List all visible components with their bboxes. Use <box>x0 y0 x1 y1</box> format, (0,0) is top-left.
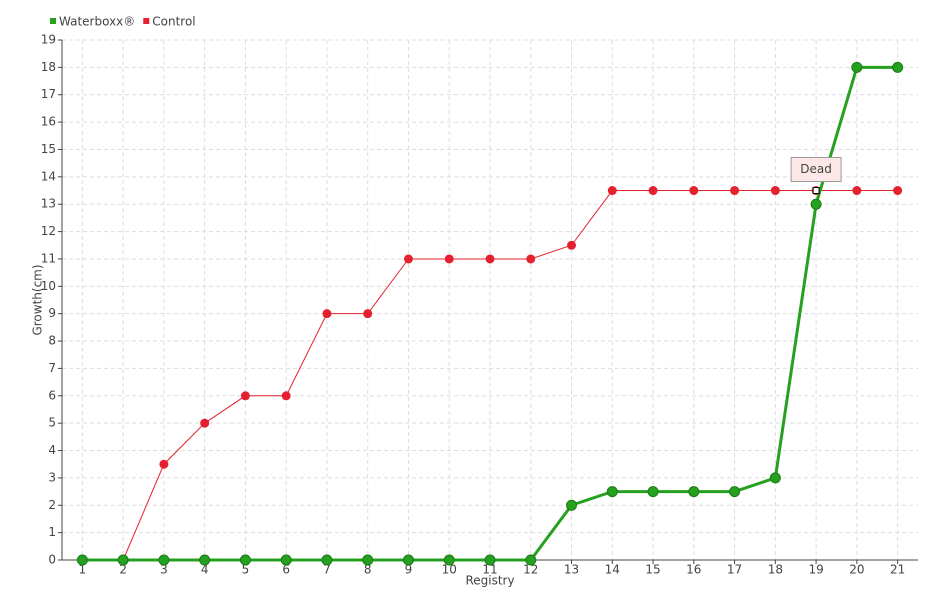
y-axis-label: Growth(cm) <box>31 264 45 335</box>
y-tick-label: 16 <box>41 115 56 129</box>
data-point <box>730 186 740 196</box>
x-tick-label: 19 <box>808 563 823 577</box>
x-tick-label: 1 <box>79 563 87 577</box>
x-tick-label: 12 <box>523 563 538 577</box>
x-tick-label: 6 <box>282 563 290 577</box>
x-tick-label: 21 <box>890 563 905 577</box>
data-point <box>200 418 210 428</box>
data-point <box>892 61 904 73</box>
x-tick-label: 5 <box>242 563 250 577</box>
data-point <box>240 391 250 401</box>
data-point <box>729 486 741 498</box>
x-tick-label: 17 <box>727 563 742 577</box>
y-tick-label: 0 <box>48 553 56 567</box>
x-tick-label: 13 <box>564 563 579 577</box>
annotation-marker <box>812 187 820 195</box>
y-tick-label: 15 <box>41 142 56 156</box>
data-point <box>443 554 455 566</box>
y-tick-label: 8 <box>48 334 56 348</box>
data-point <box>606 486 618 498</box>
y-tick-label: 10 <box>41 279 56 293</box>
data-point <box>485 254 495 264</box>
data-point <box>769 472 781 484</box>
data-point <box>526 254 536 264</box>
y-tick-label: 14 <box>41 169 56 183</box>
x-tick-label: 15 <box>645 563 660 577</box>
x-tick-label: 3 <box>160 563 168 577</box>
data-point <box>648 186 658 196</box>
y-tick-label: 7 <box>48 361 56 375</box>
data-point <box>76 554 88 566</box>
y-tick-label: 13 <box>41 197 56 211</box>
legend-label: Waterboxx® <box>59 15 135 29</box>
x-tick-label: 14 <box>605 563 620 577</box>
annotation-box <box>790 157 842 183</box>
data-point <box>852 186 862 196</box>
y-tick-label: 6 <box>48 388 56 402</box>
x-tick-label: 10 <box>442 563 457 577</box>
x-tick-label: 20 <box>849 563 864 577</box>
y-tick-label: 9 <box>48 306 56 320</box>
data-point <box>647 486 659 498</box>
x-axis-label: Registry <box>465 574 514 588</box>
data-point <box>688 486 700 498</box>
y-tick-label: 2 <box>48 498 56 512</box>
data-point <box>567 240 577 250</box>
y-tick-label: 17 <box>41 87 56 101</box>
data-point <box>158 554 170 566</box>
y-tick-label: 1 <box>48 525 56 539</box>
y-tick-label: 5 <box>48 416 56 430</box>
data-point <box>689 186 699 196</box>
y-tick-label: 18 <box>41 60 56 74</box>
x-tick-label: 2 <box>119 563 127 577</box>
data-point <box>607 186 617 196</box>
legend-swatch <box>143 18 150 24</box>
data-point <box>362 554 374 566</box>
data-point <box>851 61 863 73</box>
annotation: Dead <box>800 162 832 176</box>
x-tick-label: 9 <box>405 563 413 577</box>
y-tick-label: 4 <box>48 443 56 457</box>
y-tick-label: 3 <box>48 470 56 484</box>
y-tick-label: 11 <box>41 251 56 265</box>
x-tick-label: 8 <box>364 563 372 577</box>
data-point <box>566 499 578 511</box>
data-point <box>770 186 780 196</box>
data-point <box>403 254 413 264</box>
data-point <box>402 554 414 566</box>
legend-swatch <box>50 18 56 24</box>
x-tick-label: 18 <box>768 563 783 577</box>
data-point <box>280 554 292 566</box>
x-tick-label: 16 <box>686 563 701 577</box>
data-point <box>199 554 211 566</box>
data-point <box>322 309 332 319</box>
legend-label: Control <box>152 15 195 29</box>
data-point <box>281 391 291 401</box>
data-point <box>239 554 251 566</box>
data-point <box>810 198 822 210</box>
x-tick-label: 11 <box>482 563 497 577</box>
data-point <box>893 186 903 196</box>
data-point <box>363 309 373 319</box>
data-point <box>484 554 496 566</box>
y-tick-label: 12 <box>41 224 56 238</box>
x-tick-label: 7 <box>323 563 331 577</box>
data-point <box>525 554 537 566</box>
data-point <box>444 254 454 264</box>
x-tick-label: 4 <box>201 563 209 577</box>
data-point <box>117 554 129 566</box>
data-point <box>321 554 333 566</box>
data-point <box>159 459 169 469</box>
y-tick-label: 19 <box>41 33 56 47</box>
